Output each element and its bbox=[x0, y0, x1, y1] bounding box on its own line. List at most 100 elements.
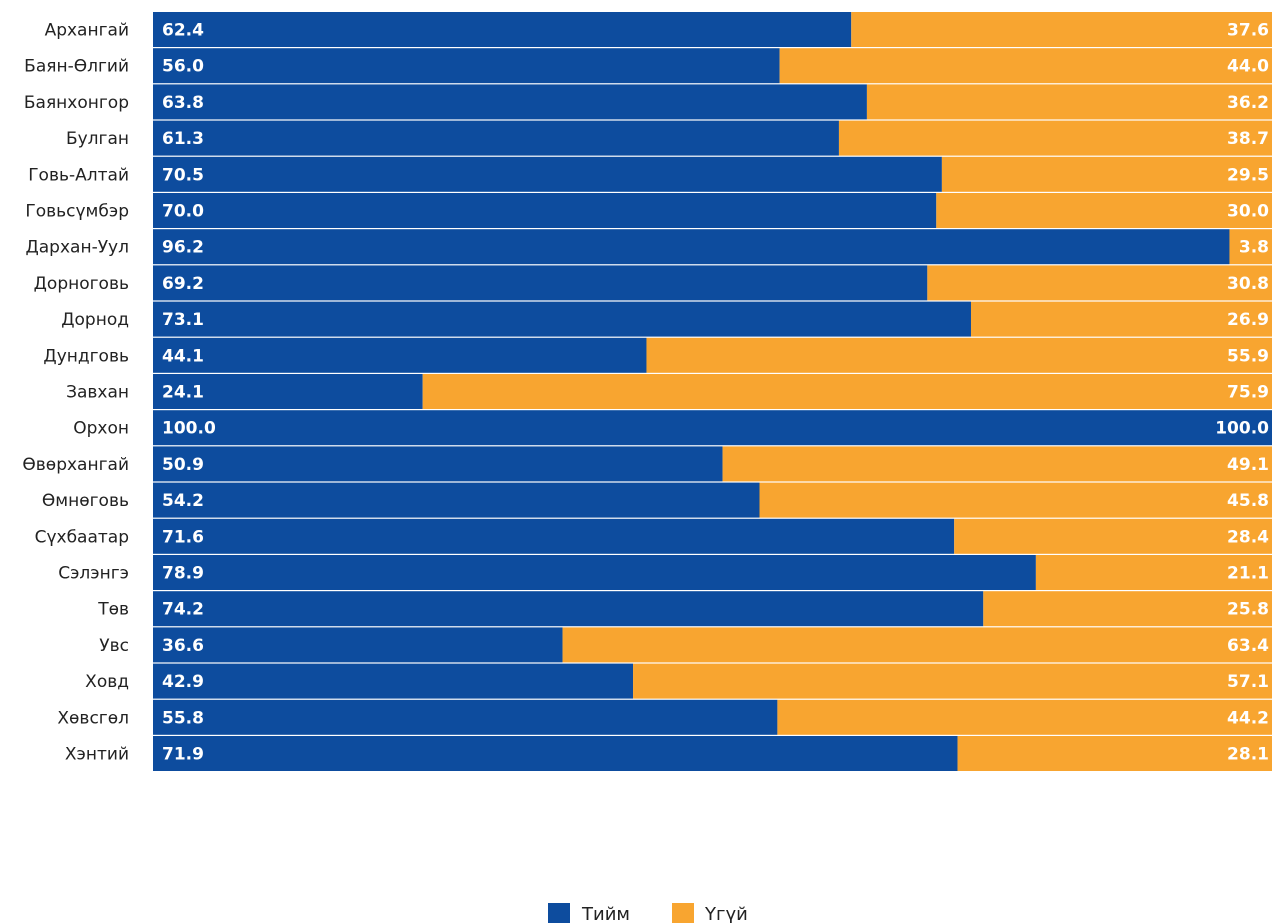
bar-yes-4 bbox=[153, 156, 942, 192]
bar-no-7 bbox=[927, 265, 1272, 301]
value-label-no-8: 26.9 bbox=[1227, 310, 1269, 330]
bar-yes-5 bbox=[153, 193, 937, 228]
bar-no-6 bbox=[1229, 229, 1272, 265]
value-label-no-12: 49.1 bbox=[1227, 455, 1269, 475]
bar-yes-7 bbox=[153, 265, 928, 301]
bar-no-1 bbox=[779, 48, 1272, 84]
value-label-no-20: 28.1 bbox=[1227, 745, 1269, 765]
bar-yes-8 bbox=[153, 301, 971, 337]
value-label-no-13: 45.8 bbox=[1227, 491, 1269, 511]
value-label-no-0: 37.6 bbox=[1227, 21, 1269, 41]
value-label-yes-7: 69.2 bbox=[162, 274, 204, 294]
category-label-4: Говь-Алтай bbox=[28, 165, 129, 185]
category-label-20: Хэнтий bbox=[65, 745, 129, 765]
value-label-yes-9: 44.1 bbox=[162, 346, 204, 366]
category-label-0: Архангай bbox=[45, 21, 129, 41]
bar-yes-13 bbox=[153, 482, 760, 518]
category-label-3: Булган bbox=[66, 129, 129, 149]
legend-swatch-yes bbox=[548, 903, 570, 923]
bar-yes-11 bbox=[153, 410, 1272, 446]
bar-no-19 bbox=[777, 699, 1272, 735]
bar-yes-6 bbox=[153, 229, 1230, 265]
value-label-no-11: 100.0 bbox=[1215, 419, 1269, 439]
bar-no-20 bbox=[957, 736, 1272, 771]
value-labels: 62.4 37.6 56.0 44.0 63.8 36.2 61.3 38.7 70.5 29.5… bbox=[162, 21, 1269, 765]
value-label-no-18: 57.1 bbox=[1227, 672, 1269, 692]
value-label-no-17: 63.4 bbox=[1227, 636, 1269, 656]
value-label-no-3: 38.7 bbox=[1227, 129, 1269, 149]
value-label-no-14: 28.4 bbox=[1227, 527, 1269, 547]
value-label-yes-16: 74.2 bbox=[162, 600, 204, 620]
value-label-yes-6: 96.2 bbox=[162, 238, 204, 258]
category-label-13: Өмнөговь bbox=[42, 491, 129, 511]
bar-no-17 bbox=[562, 627, 1272, 663]
category-labels: Архангай Баян-Өлгий Баянхонгор Булган Говь-А… bbox=[22, 21, 129, 765]
value-label-no-10: 75.9 bbox=[1227, 383, 1269, 403]
bar-yes-20 bbox=[153, 736, 958, 771]
bar-yes-2 bbox=[153, 84, 867, 120]
value-label-yes-10: 24.1 bbox=[162, 383, 204, 403]
category-label-16: Төв bbox=[97, 600, 129, 620]
category-label-19: Хөвсгөл bbox=[57, 708, 129, 728]
value-label-no-1: 44.0 bbox=[1227, 57, 1269, 77]
value-label-no-4: 29.5 bbox=[1227, 165, 1269, 185]
category-label-18: Ховд bbox=[85, 672, 129, 692]
category-label-1: Баян-Өлгий bbox=[24, 57, 129, 77]
value-label-yes-0: 62.4 bbox=[162, 21, 204, 41]
bar-yes-15 bbox=[153, 555, 1036, 590]
bar-no-8 bbox=[970, 301, 1272, 337]
value-label-no-19: 44.2 bbox=[1227, 708, 1269, 728]
bar-no-16 bbox=[983, 591, 1272, 627]
bar-yes-19 bbox=[153, 699, 778, 735]
bar-yes-10 bbox=[153, 374, 423, 409]
value-label-yes-18: 42.9 bbox=[162, 672, 204, 692]
bar-yes-18 bbox=[153, 663, 634, 699]
value-label-no-9: 55.9 bbox=[1227, 346, 1269, 366]
value-label-yes-5: 70.0 bbox=[162, 202, 204, 222]
value-label-yes-1: 56.0 bbox=[162, 57, 204, 77]
category-label-9: Дундговь bbox=[43, 346, 129, 366]
value-label-no-6: 3.8 bbox=[1239, 238, 1269, 258]
legend: Тийм Үгүй bbox=[548, 903, 748, 923]
bar-no-13 bbox=[759, 482, 1272, 518]
bar-yes-1 bbox=[153, 48, 780, 84]
bar-no-15 bbox=[1035, 555, 1272, 590]
bar-no-4 bbox=[941, 156, 1272, 192]
category-label-11: Орхон bbox=[73, 419, 129, 439]
bar-yes-14 bbox=[153, 518, 955, 554]
value-label-yes-4: 70.5 bbox=[162, 165, 204, 185]
bar-yes-16 bbox=[153, 591, 984, 627]
value-label-yes-3: 61.3 bbox=[162, 129, 204, 149]
value-label-yes-11: 100.0 bbox=[162, 419, 216, 439]
bar-no-10 bbox=[422, 374, 1273, 409]
value-label-yes-13: 54.2 bbox=[162, 491, 204, 511]
bar-no-0 bbox=[851, 12, 1272, 47]
bar-yes-0 bbox=[153, 12, 852, 47]
category-label-10: Завхан bbox=[66, 383, 129, 403]
bar-no-9 bbox=[646, 337, 1272, 373]
value-label-no-5: 30.0 bbox=[1227, 202, 1269, 222]
bar-yes-17 bbox=[153, 627, 563, 663]
value-label-yes-20: 71.9 bbox=[162, 745, 204, 765]
bar-no-12 bbox=[722, 446, 1272, 482]
bar-yes-12 bbox=[153, 446, 723, 482]
category-label-2: Баянхонгор bbox=[24, 93, 129, 113]
bar-yes-9 bbox=[153, 337, 647, 373]
value-label-yes-12: 50.9 bbox=[162, 455, 204, 475]
category-label-12: Өвөрхангай bbox=[22, 455, 129, 475]
category-label-8: Дорнод bbox=[61, 310, 129, 330]
legend-swatch-no bbox=[672, 903, 694, 923]
value-label-yes-8: 73.1 bbox=[162, 310, 204, 330]
category-label-5: Говьсүмбэр bbox=[25, 202, 129, 222]
legend-label-yes: Тийм bbox=[581, 904, 630, 923]
category-label-7: Дорноговь bbox=[34, 274, 129, 294]
category-label-17: Увс bbox=[99, 636, 129, 656]
value-label-no-2: 36.2 bbox=[1227, 93, 1269, 113]
value-label-yes-14: 71.6 bbox=[162, 527, 204, 547]
value-label-no-16: 25.8 bbox=[1227, 600, 1269, 620]
category-label-15: Сэлэнгэ bbox=[58, 564, 129, 584]
legend-label-no: Үгүй bbox=[704, 904, 748, 923]
bars-group bbox=[153, 12, 1273, 771]
bar-no-18 bbox=[633, 663, 1272, 699]
